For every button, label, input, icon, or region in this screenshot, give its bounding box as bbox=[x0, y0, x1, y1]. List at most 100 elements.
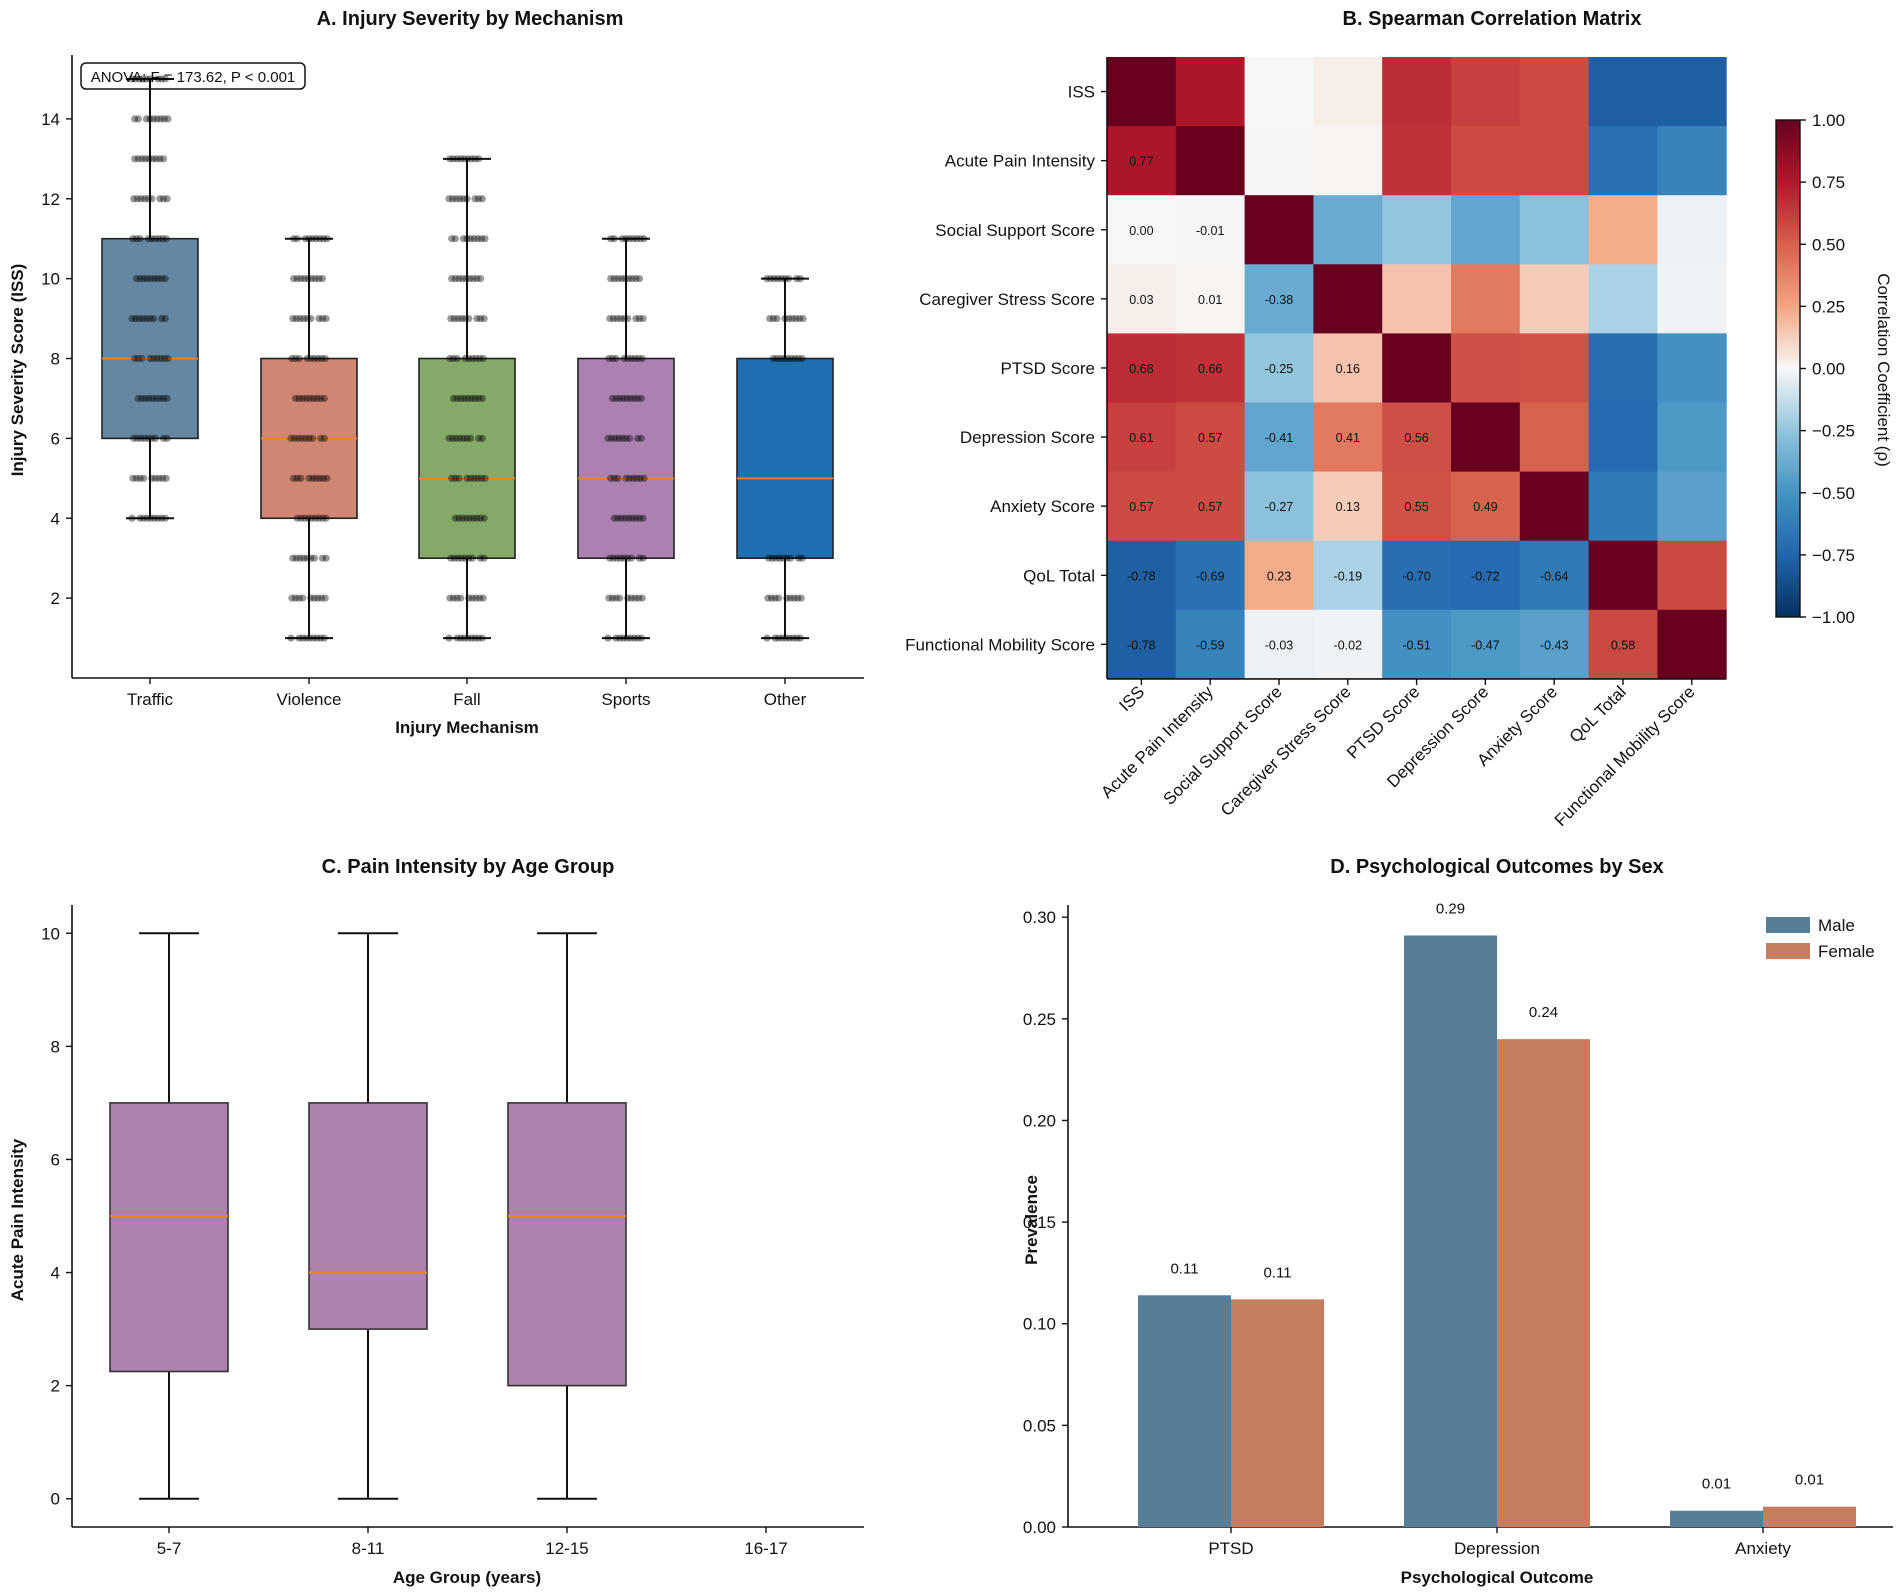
jitter-point bbox=[287, 434, 295, 442]
heatmap-cell bbox=[1313, 540, 1383, 611]
jitter-point bbox=[465, 554, 473, 562]
jitter-point bbox=[640, 474, 648, 482]
jitter-point bbox=[775, 594, 783, 602]
heatmap-row-label: Social Support Score bbox=[935, 221, 1095, 240]
heatmap-col-label: Caregiver Stress Score bbox=[1217, 682, 1355, 820]
heatmap-cell-value: -0.27 bbox=[1265, 500, 1294, 514]
jitter-point bbox=[633, 235, 641, 243]
panel-a-xtick-label: Violence bbox=[277, 690, 342, 709]
jitter-point bbox=[159, 474, 167, 482]
heatmap-cell bbox=[1382, 57, 1452, 127]
jitter-point bbox=[478, 394, 486, 403]
jitter-point bbox=[295, 634, 303, 642]
panel-d-ytick-label: 0.25 bbox=[1023, 1010, 1056, 1029]
heatmap-cell-value: 0.01 bbox=[1198, 293, 1222, 307]
jitter-point bbox=[638, 354, 646, 363]
jitter-point bbox=[145, 394, 153, 403]
jitter-point bbox=[773, 354, 781, 363]
jitter-point bbox=[619, 394, 627, 403]
jitter-point bbox=[291, 394, 300, 403]
jitter-point bbox=[314, 594, 322, 602]
panel-c-title: C. Pain Intensity by Age Group bbox=[322, 856, 615, 878]
jitter-point bbox=[464, 394, 472, 403]
jitter-point bbox=[620, 314, 628, 323]
heatmap-cell-value: -0.59 bbox=[1196, 638, 1225, 652]
jitter-point bbox=[781, 314, 789, 323]
jitter-point bbox=[163, 195, 171, 203]
panel-a-xtick-label: Traffic bbox=[127, 690, 174, 709]
heatmap-cell bbox=[1519, 609, 1590, 680]
jitter-point bbox=[607, 275, 615, 283]
panel-c-xtick-label: 8-11 bbox=[352, 1539, 385, 1558]
panel-a-xlabel: Injury Mechanism bbox=[395, 718, 539, 737]
jitter-point bbox=[796, 275, 804, 283]
jitter-point bbox=[144, 235, 152, 243]
jitter-point bbox=[290, 474, 298, 482]
anova-annotation: ANOVA: F = 173.62, P < 0.001 bbox=[91, 69, 296, 86]
jitter-point bbox=[130, 434, 138, 442]
jitter-point bbox=[146, 354, 154, 363]
jitter-point bbox=[304, 514, 312, 522]
jitter-point bbox=[453, 634, 461, 642]
jitter-point bbox=[305, 434, 313, 442]
jitter-point bbox=[305, 235, 313, 243]
jitter-point bbox=[160, 354, 168, 363]
heatmap-cell bbox=[1175, 471, 1246, 542]
heatmap-cell bbox=[1107, 264, 1177, 334]
jitter-point bbox=[769, 354, 777, 363]
heatmap-col-label: Functional Mobility Score bbox=[1551, 682, 1699, 830]
bar-value-label: 0.24 bbox=[1529, 1004, 1558, 1021]
jitter-point bbox=[445, 434, 453, 442]
jitter-point bbox=[770, 275, 778, 283]
jitter-point bbox=[449, 354, 458, 363]
jitter-point bbox=[158, 75, 166, 83]
jitter-point bbox=[460, 634, 468, 642]
heatmap-cell bbox=[1451, 333, 1521, 403]
jitter-point bbox=[292, 554, 300, 562]
jitter-point bbox=[448, 275, 456, 283]
heatmap-cell-value: 0.68 bbox=[1129, 362, 1153, 376]
jitter-point bbox=[465, 314, 473, 323]
jitter-point bbox=[291, 594, 300, 602]
jitter-point bbox=[139, 75, 147, 83]
jitter-point bbox=[610, 275, 618, 283]
jitter-point bbox=[608, 594, 617, 602]
heatmap-cell bbox=[1107, 609, 1177, 680]
jitter-point bbox=[794, 554, 803, 562]
jitter-point bbox=[626, 235, 634, 243]
jitter-point bbox=[136, 514, 144, 522]
heatmap-cell-value: -0.43 bbox=[1540, 638, 1569, 652]
jitter-point bbox=[461, 314, 469, 323]
heatmap-cell bbox=[1519, 402, 1590, 473]
jitter-point bbox=[459, 195, 467, 203]
jitter-point bbox=[459, 434, 467, 442]
jitter-point bbox=[468, 594, 476, 602]
jitter-point bbox=[457, 155, 465, 163]
jitter-point bbox=[778, 634, 786, 642]
jitter-point bbox=[306, 394, 314, 403]
jitter-point bbox=[480, 554, 488, 562]
bar-female-ptsd bbox=[1231, 1299, 1324, 1527]
heatmap-cell bbox=[1175, 195, 1246, 265]
bar-male-anxiety bbox=[1670, 1510, 1763, 1527]
panel-d-ytick-label: 0.15 bbox=[1023, 1213, 1056, 1232]
colorbar bbox=[1775, 119, 1801, 618]
heatmap-cell-value: 0.13 bbox=[1336, 500, 1360, 514]
heatmap-cell bbox=[1451, 264, 1521, 334]
heatmap-cell bbox=[1451, 126, 1521, 196]
jitter-point bbox=[136, 275, 144, 283]
jitter-point bbox=[321, 594, 329, 602]
jitter-point bbox=[471, 394, 479, 403]
jitter-point bbox=[613, 554, 621, 562]
jitter-point bbox=[785, 314, 793, 323]
jitter-point bbox=[311, 275, 319, 283]
jitter-point bbox=[293, 235, 301, 243]
jitter-point bbox=[793, 275, 801, 283]
jitter-point bbox=[636, 474, 645, 482]
jitter-point bbox=[446, 155, 454, 163]
jitter-point bbox=[297, 275, 305, 283]
box-traffic bbox=[101, 237, 199, 440]
box-age-8-11 bbox=[308, 1102, 428, 1330]
jitter-point bbox=[140, 275, 148, 283]
jitter-point bbox=[129, 474, 137, 482]
